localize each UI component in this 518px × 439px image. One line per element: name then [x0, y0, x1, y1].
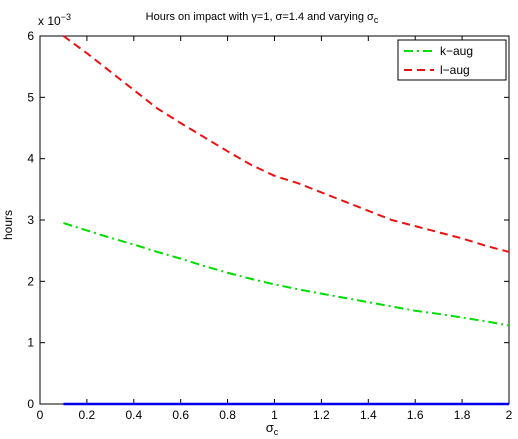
- chart-title: Hours on impact with γ=1, σ=1.4 and vary…: [146, 11, 379, 25]
- x-tick-label: 1.4: [360, 408, 377, 422]
- y-axis-label: hours: [1, 210, 15, 240]
- x-tick-label: 0.8: [219, 408, 236, 422]
- y-tick-label: 5: [27, 90, 34, 104]
- y-multiplier-base: x 10: [38, 14, 61, 28]
- x-axis-label-main: σ: [266, 420, 274, 435]
- y-tick-label: 4: [27, 152, 34, 166]
- series-line-kaug: [63, 222, 510, 327]
- x-axis-label-subscript: c: [274, 427, 279, 437]
- x-tick-label: 0: [37, 408, 44, 422]
- x-tick-label: 0.2: [79, 408, 96, 422]
- x-tick-label: 1.8: [454, 408, 471, 422]
- x-tick-label: 0.4: [125, 408, 142, 422]
- axis-ticks: 0 0.2 0.4 0.6 0.8 1 1.2 1.4 1.6 1.8 2 0 1 2 3 4 5 6: [27, 29, 512, 422]
- y-multiplier: x 10−3: [38, 12, 71, 28]
- series-layer: [62, 35, 510, 406]
- y-multiplier-exponent: −3: [61, 12, 71, 22]
- x-axis-label: σc: [266, 420, 279, 437]
- plot-area-frame: [39, 35, 510, 405]
- y-tick-label: 6: [27, 29, 34, 43]
- y-tick-label: 3: [27, 213, 34, 227]
- chart-title-subscript: c: [374, 15, 379, 25]
- y-tick-label: 2: [27, 274, 34, 288]
- y-tick-label: 1: [27, 336, 34, 350]
- legend-label-l-aug: l−aug: [440, 63, 470, 77]
- x-tick-label: 2: [506, 408, 513, 422]
- legend-box: [397, 39, 507, 81]
- x-tick-label: 0.6: [172, 408, 189, 422]
- chart-title-main: γ=1, σ=1.4 and varying σ: [251, 11, 374, 23]
- x-tick-label: 1.6: [407, 408, 424, 422]
- series-line-laug: [62, 35, 510, 253]
- chart-title-prefix: Hours on impact with: [146, 11, 252, 23]
- legend: k−aug l−aug: [397, 39, 507, 81]
- legend-label-k-aug: k−aug: [440, 44, 473, 58]
- y-tick-label: 0: [27, 397, 34, 411]
- x-tick-label: 1.2: [313, 408, 330, 422]
- x-tick-label: 1: [271, 408, 278, 422]
